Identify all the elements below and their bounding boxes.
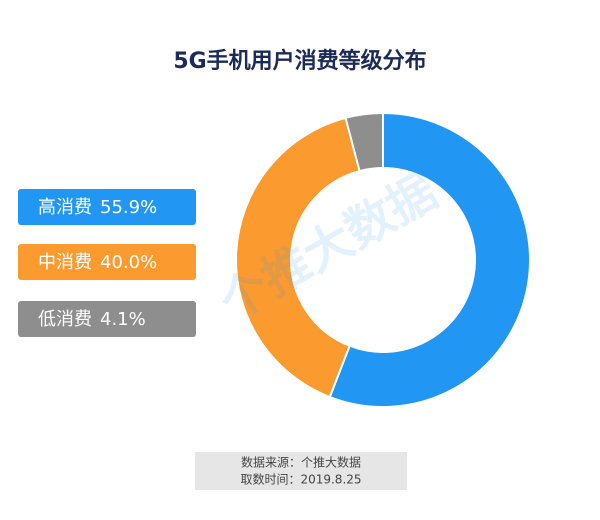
source: 数据来源：个推大数据 <box>241 455 361 470</box>
legend-box <box>18 189 196 225</box>
legend-value: 4.1% <box>100 309 146 330</box>
donut-segment <box>328 111 531 408</box>
legend-box <box>18 301 196 337</box>
donut <box>235 111 531 408</box>
donut-segment <box>235 116 361 399</box>
legend-value: 40.0% <box>100 252 157 273</box>
legend: 高消费 55.9% 中消费 40.0% 低消费 4.1% <box>18 189 196 337</box>
source-box <box>195 452 407 490</box>
legend-label: 高消费 <box>38 197 92 218</box>
donut-segment <box>344 111 384 173</box>
date: 取数时间：2019.8.25 <box>240 472 361 487</box>
chart-title: 5G手机用户消费等级分布 <box>173 48 426 74</box>
legend-label: 低消费 <box>38 309 92 330</box>
legend-value: 55.9% <box>100 197 157 218</box>
legend-box <box>18 244 196 280</box>
legend-label: 中消费 <box>38 252 92 273</box>
